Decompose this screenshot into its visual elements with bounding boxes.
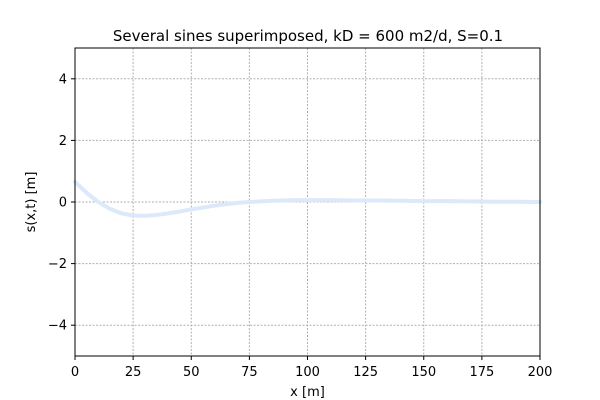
series-line bbox=[73, 179, 542, 218]
x-tick-label: 125 bbox=[353, 365, 378, 380]
x-tick-label: 25 bbox=[125, 365, 142, 380]
y-tick-label: −4 bbox=[48, 319, 67, 334]
y-tick-label: −2 bbox=[48, 257, 67, 272]
y-tick-label: 2 bbox=[59, 134, 67, 149]
chart-title: Several sines superimposed, kD = 600 m2/… bbox=[113, 27, 503, 45]
x-tick-label: 50 bbox=[183, 365, 200, 380]
ticks: 0 25 50 75 100 125 150 175 200 −4 −2 0 2 4 bbox=[48, 72, 553, 380]
x-tick-label: 75 bbox=[241, 365, 258, 380]
x-tick-label: 100 bbox=[295, 365, 320, 380]
y-axis-label: s(x,t) [m] bbox=[24, 172, 39, 233]
series-layer bbox=[73, 179, 542, 218]
x-axis-label: x [m] bbox=[290, 385, 325, 400]
x-tick-label: 150 bbox=[411, 365, 436, 380]
y-tick-label: 4 bbox=[59, 72, 67, 87]
x-tick-label: 175 bbox=[469, 365, 494, 380]
x-tick-label: 200 bbox=[528, 365, 553, 380]
y-tick-label: 0 bbox=[59, 196, 67, 211]
x-tick-label: 0 bbox=[71, 365, 79, 380]
